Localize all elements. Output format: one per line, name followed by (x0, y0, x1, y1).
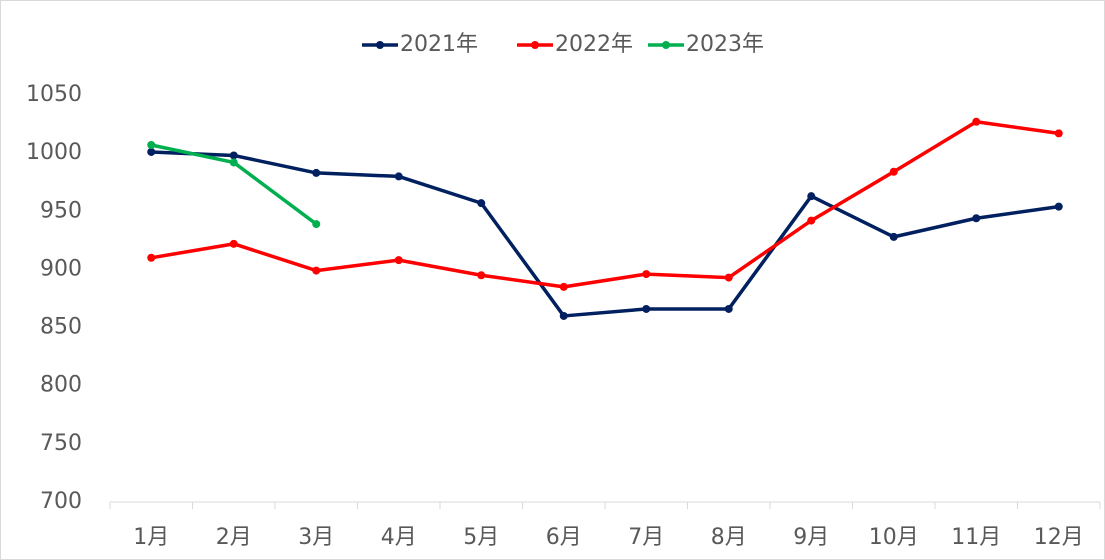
legend-marker (531, 41, 539, 49)
legend-label: 2023年 (686, 32, 764, 57)
point (394, 172, 403, 181)
point (229, 158, 238, 167)
point (394, 256, 403, 265)
point (312, 168, 321, 177)
point (972, 117, 981, 126)
point (147, 141, 156, 150)
x-tick-label: 7月 (628, 525, 664, 550)
x-tick-label: 12月 (1034, 525, 1084, 550)
x-tick-label: 5月 (463, 525, 499, 550)
point (642, 270, 651, 279)
series-line (150, 119, 1059, 289)
point (229, 151, 238, 160)
point (972, 214, 981, 223)
point (642, 304, 651, 313)
y-tick-label: 700 (40, 489, 82, 514)
point (1054, 129, 1063, 138)
point (889, 167, 898, 176)
legend-marker (662, 41, 670, 49)
point (559, 311, 568, 320)
point (147, 253, 156, 262)
x-tick-label: 11月 (951, 525, 1001, 550)
y-tick-label: 950 (40, 198, 82, 223)
legend-marker (376, 41, 384, 49)
point (147, 147, 156, 156)
point (724, 304, 733, 313)
x-tick-label: 8月 (711, 525, 747, 550)
legend-label: 2022年 (555, 32, 633, 57)
x-tick-label: 9月 (793, 525, 829, 550)
y-tick-label: 1050 (26, 82, 82, 107)
x-tick-label: 3月 (298, 525, 334, 550)
x-tick-label: 2月 (216, 525, 252, 550)
y-tick-label: 800 (40, 373, 82, 398)
x-tick-label: 10月 (869, 525, 919, 550)
point (477, 271, 486, 280)
point (559, 282, 568, 291)
point (477, 199, 486, 208)
point (724, 273, 733, 282)
point (229, 239, 238, 248)
y-tick-label: 900 (40, 256, 82, 281)
y-tick-label: 850 (40, 315, 82, 340)
point (312, 220, 321, 229)
point (312, 266, 321, 275)
x-tick-label: 6月 (546, 525, 582, 550)
point (807, 216, 816, 225)
point (1054, 202, 1063, 211)
x-tick-label: 4月 (381, 525, 417, 550)
series-line (151, 150, 1059, 318)
legend-label: 2021年 (400, 32, 478, 57)
y-tick-label: 1000 (26, 140, 82, 165)
point (807, 192, 816, 201)
point (889, 232, 898, 241)
x-tick-label: 1月 (133, 525, 169, 550)
y-tick-label: 750 (40, 431, 82, 456)
